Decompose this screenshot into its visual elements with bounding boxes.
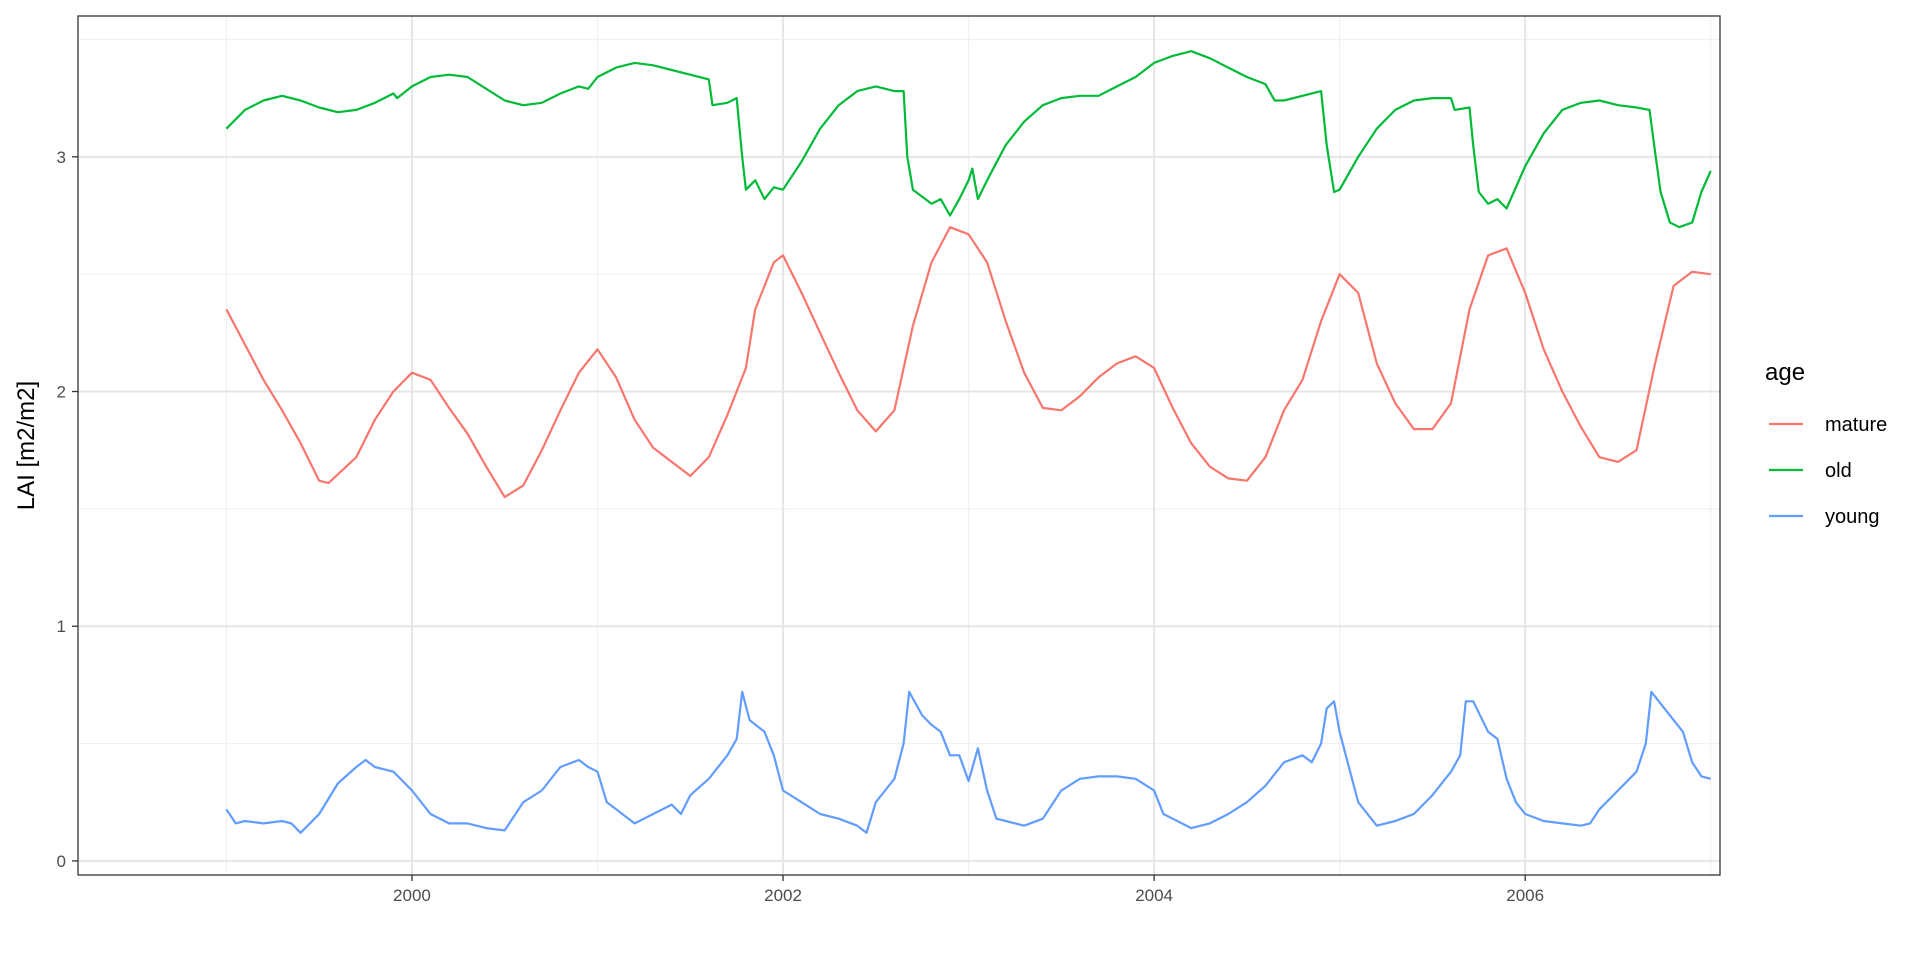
y-tick-label: 2	[57, 383, 66, 402]
axis-tick-labels: 0 1 2 3 2000 2002 2004 2006	[57, 148, 1545, 905]
x-tick-label: 2004	[1135, 886, 1173, 905]
legend-label-old: old	[1825, 460, 1852, 482]
x-tick-label: 2000	[393, 886, 431, 905]
series-line-young	[225, 690, 1711, 834]
series-lines	[225, 50, 1712, 834]
legend-label-mature: mature	[1825, 414, 1887, 436]
major-gridlines	[78, 16, 1720, 875]
y-axis-title: LAI [m2/m2]	[13, 381, 40, 510]
minor-gridlines	[78, 16, 1720, 875]
y-tick-label: 1	[57, 617, 66, 636]
series-line-mature	[225, 226, 1711, 499]
y-tick-label: 0	[57, 852, 66, 871]
legend-title: age	[1765, 359, 1805, 386]
legend: age mature old young	[1765, 359, 1887, 528]
x-tick-label: 2006	[1506, 886, 1544, 905]
legend-label-young: young	[1825, 506, 1880, 528]
axis-ticks	[72, 156, 1526, 881]
x-tick-label: 2002	[764, 886, 802, 905]
series-line-old	[225, 50, 1712, 229]
panel-border	[77, 15, 1721, 876]
y-tick-label: 3	[57, 148, 66, 167]
